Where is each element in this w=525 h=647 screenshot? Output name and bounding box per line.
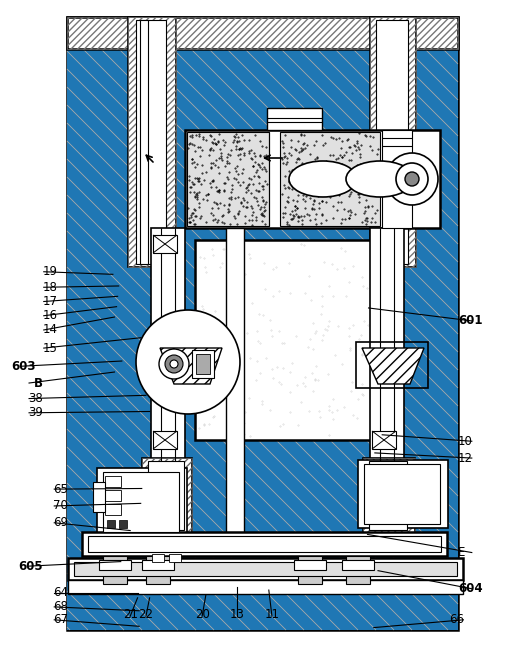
Bar: [146, 556, 170, 584]
Text: 13: 13: [230, 608, 245, 621]
Text: 17: 17: [43, 295, 58, 308]
Bar: [298, 556, 322, 584]
Bar: [151, 228, 185, 528]
Bar: [169, 554, 181, 562]
Circle shape: [405, 172, 419, 186]
Text: E: E: [458, 546, 465, 559]
Text: 69: 69: [53, 516, 68, 529]
Bar: [370, 17, 416, 267]
Bar: [88, 536, 441, 552]
Text: 603: 603: [11, 360, 36, 373]
Text: 66: 66: [449, 613, 465, 626]
Text: 70: 70: [54, 499, 68, 512]
Bar: [226, 228, 244, 548]
Bar: [93, 482, 105, 512]
Bar: [153, 235, 177, 253]
Text: 604: 604: [458, 582, 482, 595]
Bar: [267, 108, 322, 130]
Bar: [148, 461, 184, 530]
Bar: [136, 20, 166, 264]
Bar: [370, 228, 404, 518]
Bar: [140, 20, 148, 264]
Bar: [107, 520, 115, 528]
Circle shape: [136, 310, 240, 414]
Bar: [152, 554, 164, 562]
Bar: [74, 562, 457, 576]
Text: 18: 18: [43, 281, 58, 294]
Bar: [370, 17, 416, 267]
Bar: [356, 342, 428, 388]
Bar: [128, 17, 176, 267]
Bar: [280, 132, 380, 226]
Text: 21: 21: [123, 608, 138, 621]
Bar: [103, 472, 179, 532]
Bar: [67, 17, 458, 630]
Bar: [97, 468, 187, 536]
Text: 64: 64: [53, 586, 68, 599]
Bar: [363, 458, 415, 533]
Bar: [142, 560, 174, 570]
Text: 20: 20: [195, 608, 209, 621]
Bar: [153, 431, 177, 449]
Bar: [99, 560, 131, 570]
Polygon shape: [160, 348, 222, 384]
Bar: [103, 556, 127, 584]
Bar: [195, 240, 390, 440]
Text: 65: 65: [54, 483, 68, 496]
Bar: [67, 17, 458, 49]
Bar: [364, 464, 440, 524]
Text: B: B: [34, 377, 43, 389]
Bar: [196, 354, 210, 374]
Text: 16: 16: [43, 309, 58, 322]
Bar: [105, 476, 121, 487]
Text: 39: 39: [28, 406, 43, 419]
Text: 15: 15: [43, 342, 58, 355]
Text: 10: 10: [458, 435, 472, 448]
Text: 67: 67: [53, 613, 68, 626]
Bar: [342, 560, 374, 570]
Bar: [68, 580, 463, 594]
Circle shape: [386, 153, 438, 205]
Text: 601: 601: [458, 314, 482, 327]
Bar: [105, 504, 121, 515]
Text: 38: 38: [28, 392, 43, 405]
Bar: [105, 490, 121, 501]
Circle shape: [165, 355, 183, 373]
Bar: [185, 130, 440, 228]
Bar: [363, 458, 415, 533]
Text: 19: 19: [43, 265, 58, 278]
Circle shape: [159, 349, 189, 379]
Bar: [369, 461, 407, 530]
Bar: [67, 17, 458, 630]
Bar: [119, 520, 127, 528]
Ellipse shape: [289, 161, 357, 197]
Bar: [67, 17, 458, 49]
Bar: [187, 132, 269, 226]
Text: 68: 68: [54, 600, 68, 613]
Bar: [376, 20, 408, 264]
Text: 11: 11: [265, 608, 279, 621]
Polygon shape: [362, 348, 424, 384]
Bar: [346, 556, 370, 584]
Text: 22: 22: [139, 608, 153, 621]
Bar: [142, 458, 192, 533]
Bar: [372, 431, 396, 449]
Text: 12: 12: [458, 452, 473, 465]
Text: 14: 14: [43, 324, 58, 336]
Bar: [382, 130, 412, 228]
Bar: [128, 17, 176, 267]
Bar: [82, 532, 447, 556]
Bar: [142, 458, 192, 533]
Bar: [192, 350, 214, 378]
Text: 605: 605: [18, 560, 43, 573]
Bar: [68, 558, 463, 580]
Bar: [294, 560, 326, 570]
Ellipse shape: [346, 161, 414, 197]
Circle shape: [396, 163, 428, 195]
Bar: [358, 460, 448, 528]
Circle shape: [170, 360, 178, 368]
